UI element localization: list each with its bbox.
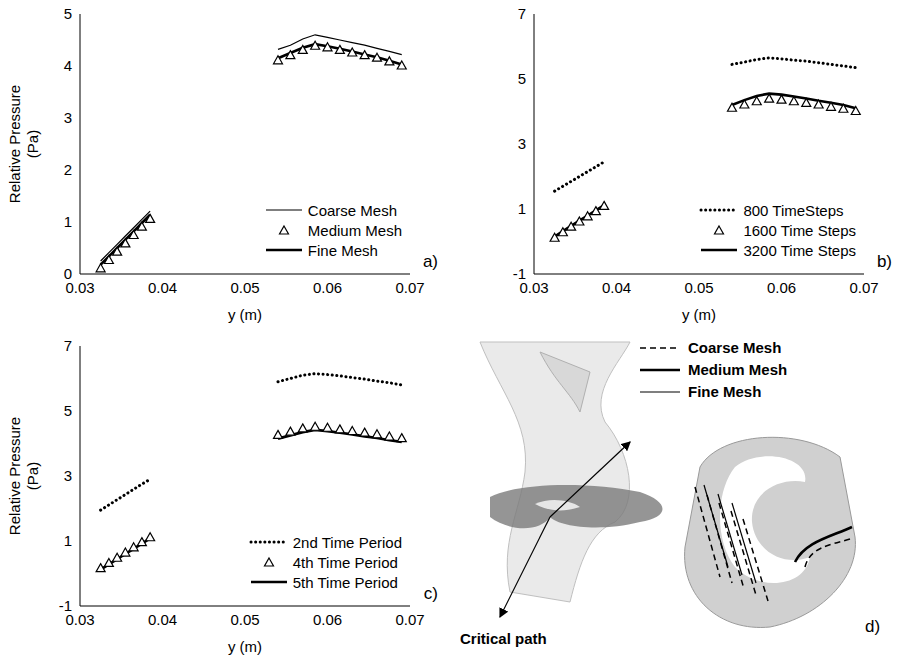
svg-text:0.07: 0.07 — [849, 279, 878, 296]
svg-text:Fine Mesh: Fine Mesh — [688, 383, 761, 400]
svg-text:3: 3 — [64, 109, 72, 126]
html-text:c): c) — [423, 584, 438, 603]
svg-text:Relative Pressure(Pa): Relative Pressure(Pa) — [6, 85, 41, 203]
svg-text:Relative Pressure(Pa): Relative Pressure(Pa) — [6, 417, 41, 535]
svg-text:5: 5 — [518, 70, 526, 87]
svg-text:0.04: 0.04 — [602, 279, 631, 296]
html-text:Medium Mesh: Medium Mesh — [307, 221, 402, 239]
svg-text:y (m): y (m) — [228, 638, 262, 655]
svg-text:0.04: 0.04 — [148, 611, 177, 628]
svg-text:0.03: 0.03 — [65, 610, 95, 628]
svg-text:3: 3 — [64, 467, 72, 484]
svg-text:3: 3 — [518, 135, 526, 152]
html-text:3200 Time Steps: 3200 Time Steps — [743, 241, 856, 259]
svg-text:Medium Mesh: Medium Mesh — [688, 361, 787, 378]
html-text:800 TimeSteps: 800 TimeSteps — [743, 201, 844, 219]
html-text:5th Time Period: 5th Time Period — [292, 573, 398, 591]
svg-text:Coarse Mesh: Coarse Mesh — [688, 339, 781, 356]
svg-text:y (m): y (m) — [682, 306, 716, 323]
svg-text:5: 5 — [64, 5, 72, 22]
svg-text:1: 1 — [64, 532, 72, 549]
svg-text:0.07: 0.07 — [395, 279, 424, 296]
svg-text:1: 1 — [518, 200, 526, 217]
svg-text:0.06: 0.06 — [767, 279, 796, 296]
svg-text:7: 7 — [64, 337, 72, 354]
html-text:1600 Time Steps: 1600 Time Steps — [743, 221, 856, 239]
svg-text:0.07: 0.07 — [395, 611, 424, 628]
svg-text:0.05: 0.05 — [230, 279, 259, 296]
html-text:4th Time Period: 4th Time Period — [292, 553, 398, 571]
svg-text:0.05: 0.05 — [684, 279, 713, 296]
svg-text:0.06: 0.06 — [313, 611, 342, 628]
svg-text:y (m): y (m) — [228, 306, 262, 323]
svg-text:7: 7 — [518, 5, 526, 22]
svg-text:d): d) — [865, 617, 880, 636]
svg-text:Critical path: Critical path — [460, 630, 547, 647]
html-text:Fine Mesh: Fine Mesh — [307, 241, 378, 259]
svg-text:0.03: 0.03 — [65, 278, 95, 296]
html-text:a): a) — [422, 252, 438, 271]
html-text:b): b) — [876, 252, 892, 271]
svg-text:-1: -1 — [59, 597, 72, 614]
svg-text:0.05: 0.05 — [230, 611, 259, 628]
svg-text:-1: -1 — [513, 265, 526, 282]
svg-text:1: 1 — [64, 213, 72, 230]
html-text:2nd Time Period: 2nd Time Period — [292, 533, 402, 551]
svg-text:4: 4 — [64, 57, 72, 74]
svg-text:0: 0 — [64, 265, 72, 282]
svg-text:2: 2 — [64, 161, 72, 178]
svg-text:0.03: 0.03 — [519, 278, 549, 296]
html-text:Coarse Mesh: Coarse Mesh — [307, 201, 397, 219]
svg-text:5: 5 — [64, 402, 72, 419]
svg-text:0.06: 0.06 — [313, 279, 342, 296]
svg-text:0.04: 0.04 — [148, 279, 177, 296]
